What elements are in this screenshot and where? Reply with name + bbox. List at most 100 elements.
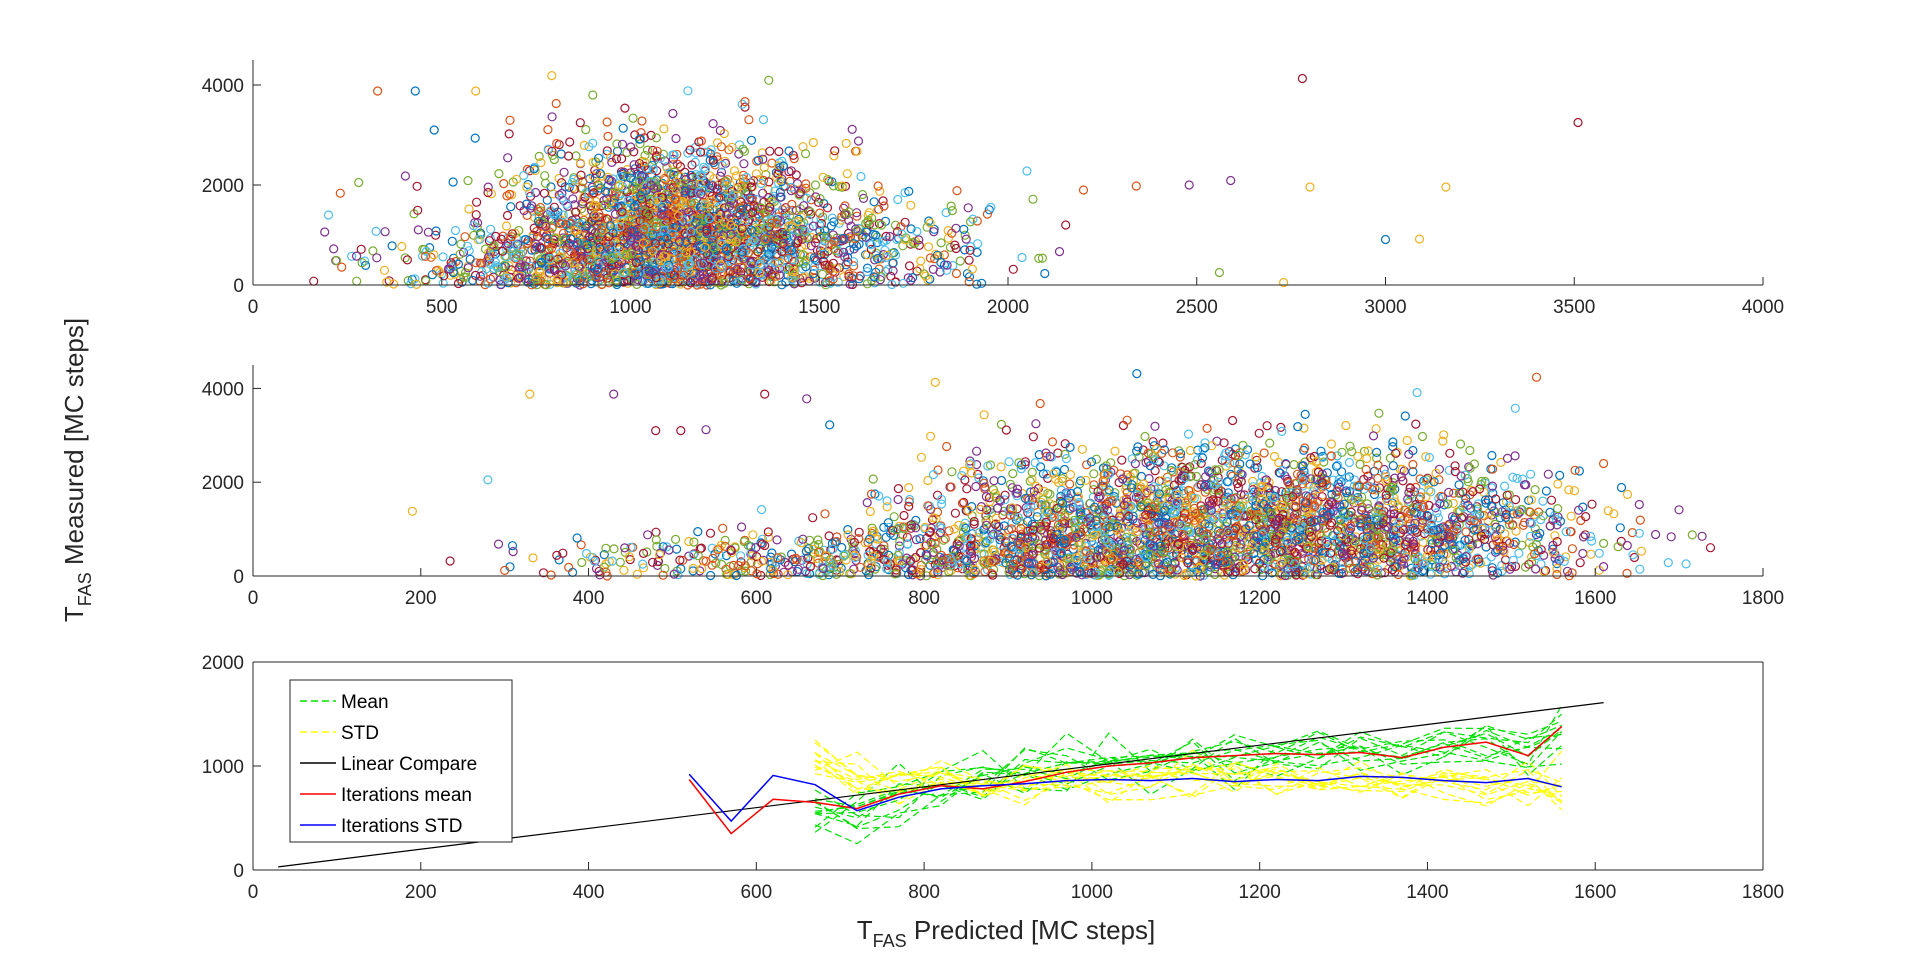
scatter-point xyxy=(669,247,679,258)
scatter-point xyxy=(775,175,785,185)
scatter-point xyxy=(1081,475,1091,485)
scatter-point xyxy=(683,207,694,217)
scatter-point xyxy=(829,244,839,254)
scatter-point xyxy=(1400,411,1410,421)
scatter-point xyxy=(771,167,782,178)
scatter-point xyxy=(609,198,619,208)
scatter-point xyxy=(503,153,513,163)
scatter-point xyxy=(524,274,534,284)
scatter-point xyxy=(906,200,916,210)
scatter-point xyxy=(1524,559,1534,569)
scatter-point xyxy=(635,139,645,149)
scatter-point xyxy=(615,222,625,232)
scatter-point xyxy=(1444,465,1454,475)
scatter-point xyxy=(578,177,588,187)
scatter-point xyxy=(761,169,771,180)
scatter-point xyxy=(651,222,661,232)
scatter-point xyxy=(786,182,796,192)
scatter-point xyxy=(724,145,734,155)
scatter-point xyxy=(643,211,654,221)
scatter-point xyxy=(590,210,601,220)
scatter-point xyxy=(1064,518,1074,528)
scatter-point xyxy=(608,223,619,233)
scatter-point xyxy=(737,184,747,194)
scatter-point xyxy=(801,255,811,265)
scatter-point xyxy=(958,466,969,476)
scatter-point xyxy=(1371,453,1382,463)
scatter-point xyxy=(1411,419,1421,429)
scatter-point xyxy=(705,155,715,165)
scatter-point xyxy=(964,255,974,265)
scatter-point xyxy=(973,469,983,479)
scatter-point xyxy=(800,149,811,159)
scatter-point xyxy=(1212,436,1222,446)
scatter-point xyxy=(521,199,532,209)
scatter-point xyxy=(515,262,525,272)
scatter-point xyxy=(585,201,596,211)
scatter-point xyxy=(612,139,622,149)
scatter-point xyxy=(605,244,615,254)
scatter-point xyxy=(534,212,544,222)
scatter-point xyxy=(740,96,750,107)
scatter-point xyxy=(329,244,339,254)
scatter-point xyxy=(1078,185,1089,195)
scatter-point xyxy=(1553,479,1563,489)
scatter-point xyxy=(309,276,319,286)
scatter-point xyxy=(421,246,432,256)
scatter-point xyxy=(592,277,602,287)
scatter-point xyxy=(969,519,979,529)
scatter-point xyxy=(617,207,627,217)
scatter-point xyxy=(1404,449,1414,459)
scatter-point xyxy=(354,177,364,188)
scatter-point xyxy=(889,512,899,522)
scatter-point xyxy=(509,252,519,263)
scatter-point xyxy=(838,247,849,257)
scatter-point xyxy=(726,192,736,202)
scatter-point xyxy=(1203,466,1214,476)
scatter-point xyxy=(726,229,736,239)
scatter-point xyxy=(1174,446,1184,456)
scatter-point xyxy=(320,227,330,237)
scatter-point xyxy=(1404,487,1414,498)
scatter-point xyxy=(685,247,696,258)
scatter-point xyxy=(629,147,639,157)
scatter-point xyxy=(596,225,607,235)
scatter-point xyxy=(549,239,559,249)
scatter-point xyxy=(659,124,669,134)
scatter-point xyxy=(603,131,613,141)
scatter-point xyxy=(780,264,790,274)
scatter-point xyxy=(1169,480,1180,490)
scatter-point xyxy=(561,272,572,282)
y-tick-label: 0 xyxy=(233,276,244,297)
scatter-point xyxy=(453,259,463,269)
scatter-point xyxy=(876,220,887,230)
scatter-point xyxy=(604,232,614,242)
scatter-point xyxy=(828,181,839,191)
scatter-point xyxy=(996,419,1007,429)
scatter-point xyxy=(893,484,904,494)
scatter-point xyxy=(494,169,504,179)
scatter-point xyxy=(1636,546,1647,556)
scatter-point xyxy=(761,234,771,244)
scatter-point xyxy=(858,193,869,203)
x-tick-label: 1500 xyxy=(798,297,840,318)
scatter-point xyxy=(588,90,598,100)
scatter-point xyxy=(746,225,756,235)
scatter-point xyxy=(802,232,812,242)
scatter-point xyxy=(795,219,806,229)
scatter-point xyxy=(582,243,593,254)
scatter-point xyxy=(1269,451,1280,462)
scatter-point xyxy=(1398,476,1408,486)
scatter-point xyxy=(923,475,933,486)
scatter-point xyxy=(616,257,627,268)
scatter-point xyxy=(608,253,618,263)
scatter-point xyxy=(1008,264,1018,274)
scatter-point xyxy=(796,278,807,288)
scatter-point xyxy=(1200,487,1210,497)
scatter-point xyxy=(549,202,560,212)
scatter-point xyxy=(784,167,794,177)
scatter-point xyxy=(571,207,581,217)
scatter-point xyxy=(840,181,851,191)
scatter-point xyxy=(570,251,581,261)
scatter-point xyxy=(719,217,730,227)
